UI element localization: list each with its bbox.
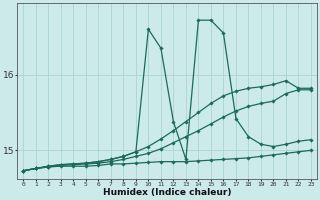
X-axis label: Humidex (Indice chaleur): Humidex (Indice chaleur) bbox=[103, 188, 231, 197]
